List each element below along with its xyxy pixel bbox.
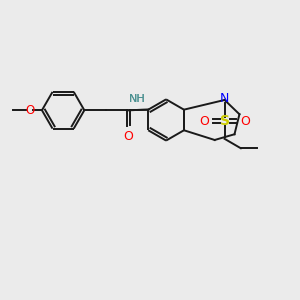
Text: O: O — [25, 104, 34, 117]
Text: O: O — [199, 115, 209, 128]
Text: NH: NH — [129, 94, 146, 104]
Text: N: N — [220, 92, 229, 105]
Text: S: S — [220, 114, 230, 128]
Text: O: O — [123, 130, 133, 143]
Text: NH: NH — [129, 94, 146, 104]
Text: O: O — [241, 115, 250, 128]
